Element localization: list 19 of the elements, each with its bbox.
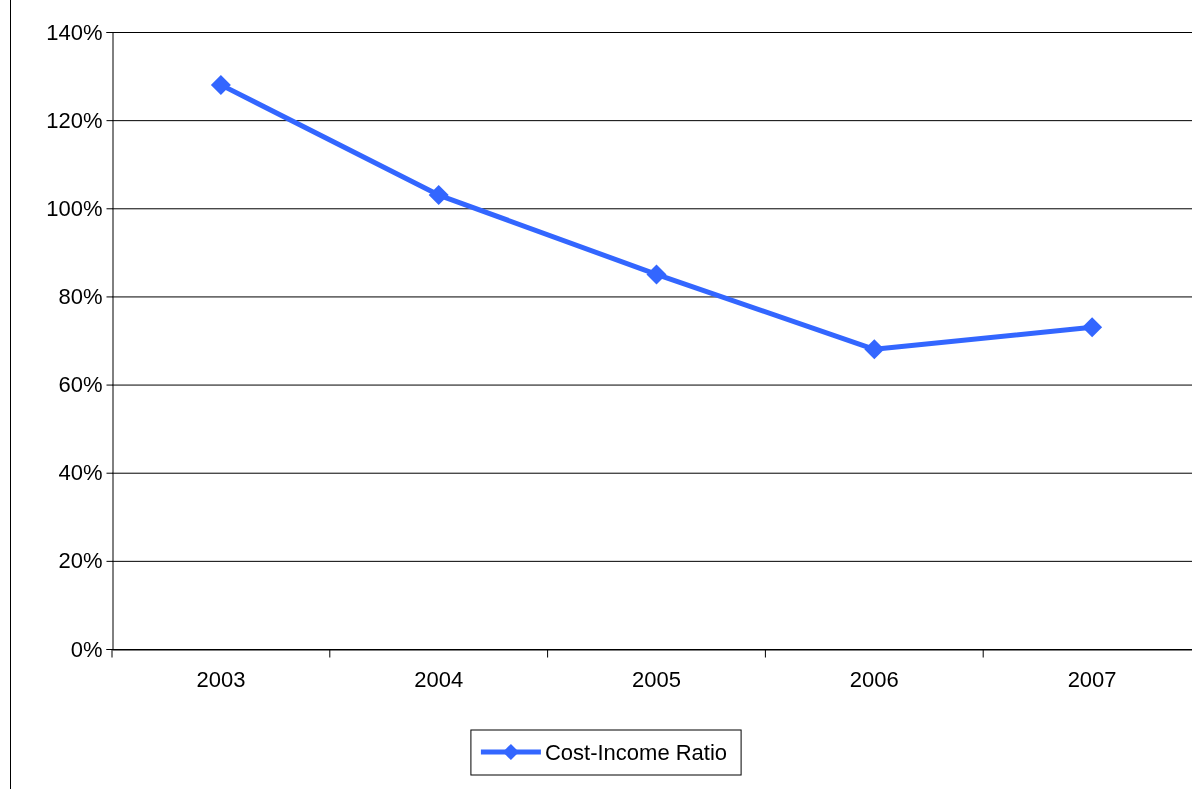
y-tick-label: 20%: [58, 548, 103, 574]
point: [1082, 317, 1103, 338]
y-tick-label: 140%: [46, 19, 103, 45]
point: [210, 74, 231, 95]
x-tick-label: 2003: [196, 667, 246, 693]
point: [864, 339, 885, 360]
y-tick-label: 100%: [46, 195, 103, 221]
y-tick-label: 40%: [58, 460, 103, 486]
y-tick-label: 0%: [70, 636, 103, 662]
y-tick-label: 120%: [46, 107, 103, 133]
x-tick-label: 2004: [414, 667, 464, 693]
legend-label: Cost-Income Ratio: [544, 740, 728, 765]
point: [646, 264, 667, 285]
x-tick-label: 2007: [1067, 667, 1117, 693]
point: [428, 185, 449, 206]
x-tick-label: 2005: [632, 667, 681, 693]
x-tick-label: 2006: [849, 667, 899, 693]
y-tick-label: 80%: [58, 283, 103, 309]
y-tick-label: 60%: [58, 372, 103, 398]
